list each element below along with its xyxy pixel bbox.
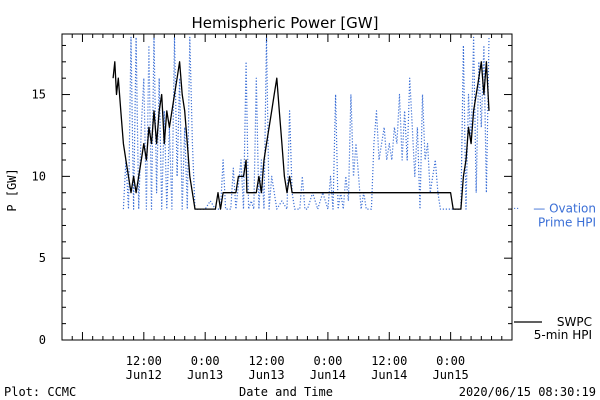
x-tick-label-date: Jun13 xyxy=(187,368,223,382)
y-tick-label: 0 xyxy=(39,333,46,347)
swpc-legend-label: SWPC xyxy=(557,315,592,329)
x-tick-label-date: Jun12 xyxy=(126,368,162,382)
footer-plot-credit: Plot: CCMC xyxy=(4,385,76,399)
swpc-series-line xyxy=(112,61,490,210)
swpc-legend-label: 5-min HPI xyxy=(534,328,592,342)
y-tick-label: 15 xyxy=(32,88,46,102)
x-tick-label-time: 0:00 xyxy=(191,354,220,368)
series-group xyxy=(112,36,490,210)
x-tick-label-time: 12:00 xyxy=(371,354,407,368)
x-tick-label-date: Jun14 xyxy=(371,368,407,382)
y-axis-label: P [GW] xyxy=(5,168,19,211)
x-tick-label-time: 12:00 xyxy=(126,354,162,368)
x-axis: 12:00Jun120:00Jun1312:00Jun130:00Jun1412… xyxy=(61,34,513,382)
x-tick-label-date: Jun14 xyxy=(310,368,346,382)
y-tick-label: 10 xyxy=(32,169,46,183)
chart-title: Hemispheric Power [GW] xyxy=(192,14,379,32)
x-axis-label: Date and Time xyxy=(239,385,333,399)
x-tick-label-date: Jun15 xyxy=(433,368,469,382)
x-tick-label-time: 12:00 xyxy=(248,354,284,368)
y-axis: 0 5 10 15 xyxy=(32,44,512,347)
ovation-legend-label: — Ovation xyxy=(533,201,596,215)
ovation-prime-series-line xyxy=(122,36,490,210)
y-tick-label: 5 xyxy=(39,251,46,265)
x-tick-label-time: 0:00 xyxy=(436,354,465,368)
x-tick-label-date: Jun13 xyxy=(248,368,284,382)
ovation-legend-label: Prime HPI xyxy=(538,215,596,229)
x-tick-label-time: 0:00 xyxy=(313,354,342,368)
footer-timestamp: 2020/06/15 08:30:19 xyxy=(459,385,596,399)
